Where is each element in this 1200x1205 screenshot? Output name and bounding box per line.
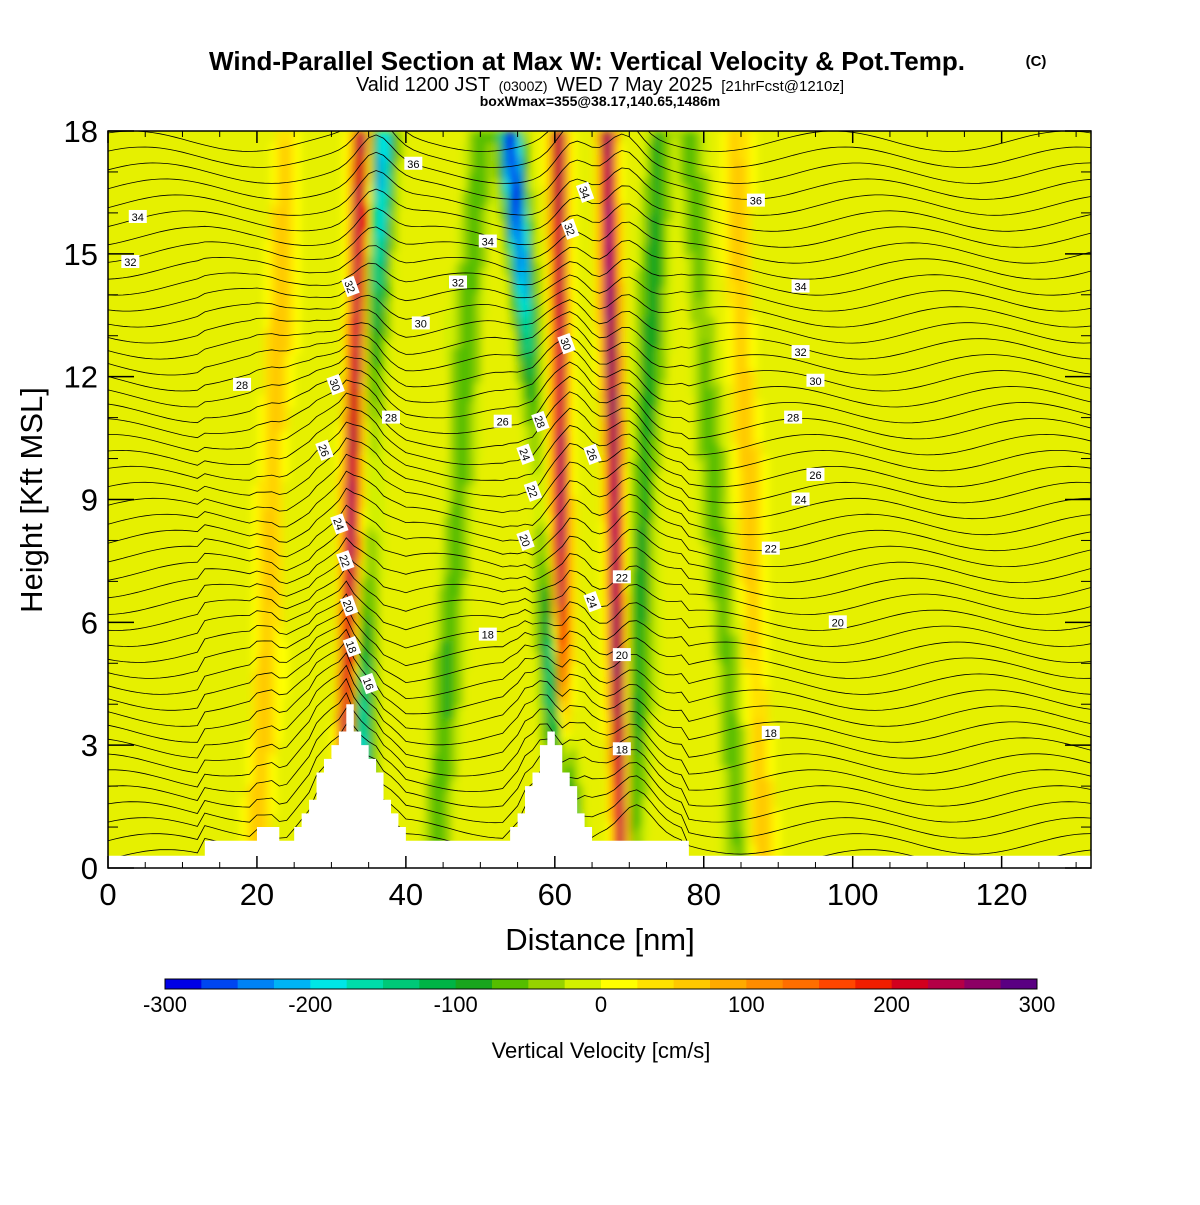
y-tick-label: 9 [81, 483, 98, 518]
contour-label: 30 [806, 374, 824, 388]
x-axis-label: Distance [nm] [505, 922, 695, 957]
x-tick-label: 80 [687, 877, 721, 912]
contour-label: 18 [762, 726, 780, 740]
contour-label: 26 [494, 415, 512, 429]
colorbar-swatch [746, 979, 783, 989]
colorbar-swatch [310, 979, 347, 989]
contour-label: 18 [479, 628, 497, 642]
y-tick-label: 12 [64, 360, 98, 395]
y-tick-label: 18 [64, 114, 98, 149]
contour-label: 36 [404, 157, 422, 171]
valid-time: Valid 1200 JST [356, 74, 490, 96]
colorbar-swatch [238, 979, 275, 989]
contour-label: 30 [412, 316, 430, 330]
contour-label: 20 [829, 615, 847, 629]
contour-label: 18 [613, 742, 631, 756]
colorbar-swatch [892, 979, 929, 989]
x-tick-label: 100 [827, 877, 879, 912]
contour-label: 32 [121, 255, 139, 269]
contour-label: 28 [784, 411, 802, 425]
colorbar-swatch [783, 979, 820, 989]
contour-label: 34 [479, 235, 497, 249]
colorbar-swatch [565, 979, 602, 989]
colorbar: -300 -200 -100 0 100 200 300 [143, 979, 1055, 1017]
contour-label: 32 [792, 345, 810, 359]
contour-label: 28 [233, 378, 251, 392]
contour-label: 32 [449, 275, 467, 289]
y-tick-label: 0 [81, 851, 98, 886]
contour-label: 26 [806, 468, 824, 482]
colorbar-tick-label: -300 [143, 992, 187, 1017]
y-tick-label: 3 [81, 728, 98, 763]
colorbar-swatch [419, 979, 456, 989]
contour-label: 36 [747, 194, 765, 208]
colorbar-swatch [637, 979, 674, 989]
colorbar-swatch [601, 979, 638, 989]
colorbar-swatch [710, 979, 747, 989]
y-tick-label: 15 [64, 237, 98, 272]
box-info: boxWmax=355@38.17,140.65,1486m [480, 93, 721, 109]
x-tick-label: 60 [538, 877, 572, 912]
valid-utc: (0300Z) [499, 78, 548, 94]
colorbar-swatch [347, 979, 384, 989]
colorbar-swatch [528, 979, 565, 989]
colorbar-swatch [855, 979, 892, 989]
contour-label: 28 [382, 411, 400, 425]
colorbar-swatch [274, 979, 311, 989]
colorbar-tick-label: 0 [595, 992, 607, 1017]
colorbar-swatch [674, 979, 711, 989]
colorbar-tick-label: 100 [728, 992, 765, 1017]
x-tick-label: 20 [240, 877, 274, 912]
contour-label: 22 [762, 542, 780, 556]
forecast-info: [21hrFcst@1210z] [721, 78, 844, 95]
colorbar-label: Vertical Velocity [cm/s] [492, 1038, 711, 1063]
colorbar-swatch [201, 979, 238, 989]
contour-label: 34 [129, 210, 147, 224]
colorbar-swatch [456, 979, 493, 989]
x-tick-label: 40 [389, 877, 423, 912]
x-tick-label: 120 [976, 877, 1028, 912]
contour-label: 24 [792, 493, 810, 507]
y-tick-label: 6 [81, 605, 98, 640]
colorbar-swatch [165, 979, 202, 989]
x-tick-label: 0 [99, 877, 116, 912]
colorbar-swatch [1001, 979, 1038, 989]
colorbar-tick-label: 300 [1019, 992, 1056, 1017]
colorbar-swatch [964, 979, 1001, 989]
y-axis-label: Height [Kft MSL] [14, 387, 49, 613]
contour-label: 22 [613, 570, 631, 584]
colorbar-tick-label: 200 [873, 992, 910, 1017]
colorbar-swatch [492, 979, 529, 989]
colorbar-swatch [819, 979, 856, 989]
chart-title: Wind-Parallel Section at Max W: Vertical… [209, 46, 965, 76]
contour-label: 20 [613, 648, 631, 662]
contour-label: 34 [792, 280, 810, 294]
colorbar-tick-label: -200 [288, 992, 332, 1017]
colorbar-swatch [928, 979, 965, 989]
colorbar-tick-label: -100 [434, 992, 478, 1017]
colorbar-swatch [383, 979, 420, 989]
copyright-mark: (C) [1026, 53, 1047, 70]
